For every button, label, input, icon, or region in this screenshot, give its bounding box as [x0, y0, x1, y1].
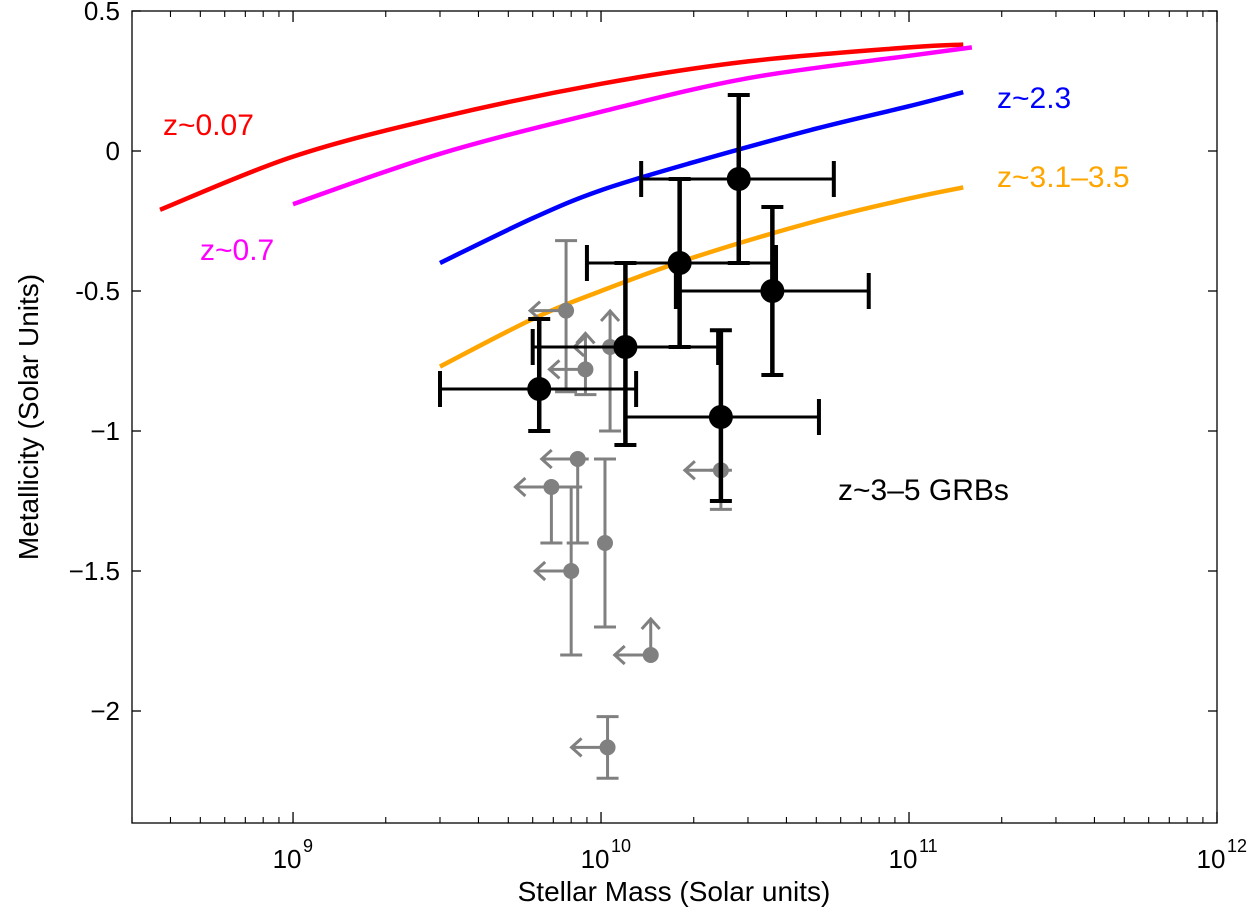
comparison-point-5: [513, 476, 563, 545]
x-tick-label: 10: [1197, 844, 1226, 874]
comparison-x-limit-arrow: [547, 359, 561, 380]
comparison-y-limit-arrow: [599, 308, 621, 323]
comparison-x-limit-arrow: [539, 448, 553, 470]
grb-point-3: [673, 205, 871, 377]
comparison-x-limit-arrow: [682, 460, 696, 481]
plot-layer: z~0.07 z~0.7 z~2.3 z~3.1–3.5 z~3–5 GRBs: [159, 42, 1130, 780]
comparison-x-limit-arrow: [527, 300, 542, 321]
relation-label-z-0-07: z~0.07: [163, 109, 254, 142]
comparison-x-limit-arrow: [532, 560, 547, 582]
x-tick-label: 10: [581, 844, 610, 874]
grb-marker: [708, 405, 733, 429]
comparison-marker: [569, 451, 586, 467]
grb-marker: [527, 377, 552, 401]
x-tick-exponent: 10: [611, 836, 631, 856]
comparison-point-4: [539, 448, 589, 545]
grb-point-5: [437, 317, 639, 433]
comparison-marker: [642, 647, 659, 663]
grb-marker: [613, 335, 638, 359]
grb-marker: [667, 251, 692, 275]
tick-layer: 0.50-0.5−1−1.5−210 9 10 10 10 11 10 12: [69, 0, 1247, 874]
x-axis-label: Stellar Mass (Solar units): [518, 876, 831, 907]
relation-label-z-2-3: z~2.3: [997, 82, 1071, 115]
grb-label: z~3–5 GRBs: [838, 474, 1009, 507]
plot-frame: [131, 10, 1218, 824]
comparison-point-10: [569, 715, 619, 780]
comparison-marker: [599, 739, 616, 756]
x-tick-label: 10: [273, 844, 302, 874]
comparison-point-6: [593, 457, 616, 629]
comparison-y-limit-arrow: [640, 616, 661, 631]
grb-point-6: [623, 328, 821, 503]
x-tick-label: 10: [889, 844, 918, 874]
comparison-x-limit-arrow: [612, 644, 626, 666]
relation-line-z-2-3: [439, 90, 964, 266]
y-tick-label: −1.5: [69, 556, 120, 586]
y-tick-label: -0.5: [75, 276, 120, 306]
y-tick-label: −2: [90, 696, 120, 726]
relation-label-z-0-7: z~0.7: [200, 234, 274, 267]
x-tick-exponent: 11: [919, 836, 938, 856]
relation-line-z-0-7: [292, 45, 973, 207]
comparison-x-limit-arrow: [569, 737, 583, 758]
y-tick-label: 0: [106, 136, 120, 166]
comparison-marker: [558, 302, 575, 319]
comparison-marker: [563, 563, 580, 579]
comparison-marker: [596, 535, 613, 551]
comparison-y-limit-arrow: [575, 331, 596, 345]
comparison-point-7: [532, 485, 583, 657]
x-tick-exponent: 12: [1227, 836, 1247, 856]
x-tick-exponent: 9: [303, 836, 313, 856]
comparison-marker: [577, 361, 594, 378]
relation-line-z-0-07: [159, 42, 964, 212]
y-tick-label: 0.5: [84, 0, 120, 26]
grb-marker: [760, 279, 785, 303]
comparison-x-limit-arrow: [513, 476, 527, 498]
relation-label-z-3-1-3-5: z~3.1–3.5: [997, 161, 1130, 194]
y-tick-label: −1: [90, 416, 120, 446]
comparison-point-1: [527, 239, 578, 394]
comparison-point-9: [612, 616, 661, 666]
comparison-point-3: [547, 331, 597, 397]
grb-marker: [726, 167, 751, 191]
comparison-marker: [543, 479, 560, 495]
y-axis-label: Metallicity (Solar Units): [13, 274, 44, 560]
